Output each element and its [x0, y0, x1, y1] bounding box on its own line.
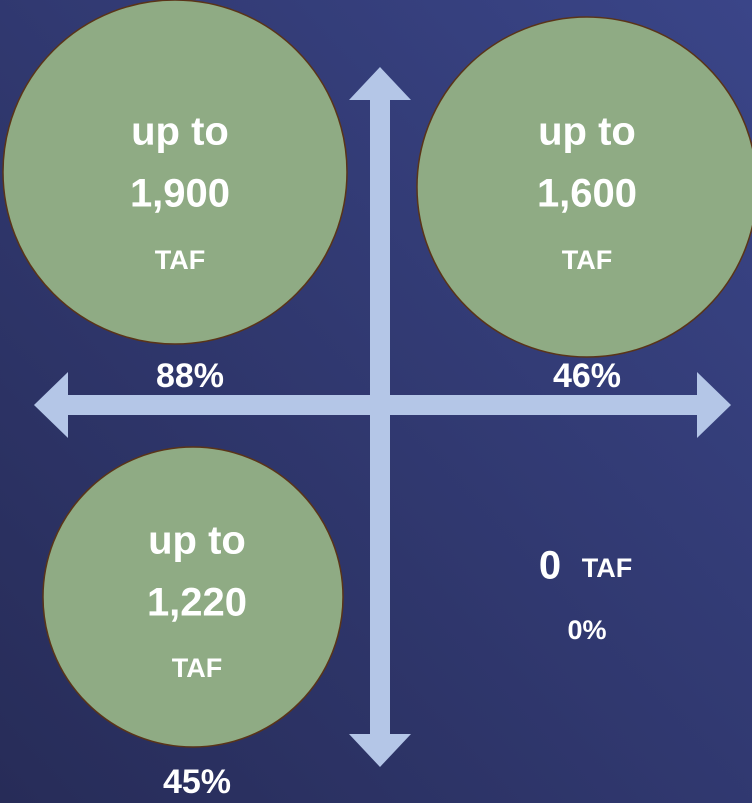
- percent: 45%: [163, 763, 231, 801]
- arrow-head: [697, 372, 731, 438]
- prefix: up to: [538, 110, 636, 154]
- amount: 1,900: [130, 172, 230, 216]
- prefix: up to: [148, 519, 246, 563]
- arrow-head: [34, 372, 68, 438]
- prefix: up to: [131, 110, 229, 154]
- circle: [2, 0, 348, 345]
- arrow-head: [349, 734, 411, 767]
- amount: 0: [539, 544, 561, 588]
- horizontal-arrow: [34, 372, 731, 438]
- amount: 1,600: [537, 172, 637, 216]
- vertical-arrow: [349, 67, 411, 767]
- amount: 1,220: [147, 581, 247, 625]
- arrow-shaft: [64, 395, 700, 415]
- unit: TAF: [155, 245, 205, 275]
- unit: TAF: [582, 553, 632, 583]
- unit: TAF: [172, 653, 222, 683]
- circle: [42, 446, 344, 748]
- percent: 88%: [156, 357, 224, 395]
- arrow-head: [349, 67, 411, 100]
- arrow-shaft: [370, 96, 390, 738]
- percent: 0%: [567, 615, 606, 645]
- circle: [416, 16, 752, 358]
- unit: TAF: [562, 245, 612, 275]
- percent: 46%: [553, 357, 621, 395]
